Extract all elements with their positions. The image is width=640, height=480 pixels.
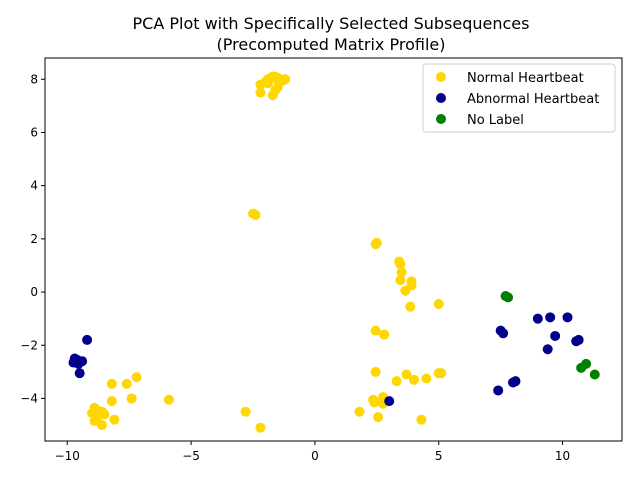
data-point-series-0 bbox=[408, 374, 419, 385]
data-point-series-0 bbox=[89, 416, 100, 427]
chart-title-line-1: PCA Plot with Specifically Selected Subs… bbox=[133, 14, 530, 33]
data-point-series-0 bbox=[396, 267, 407, 278]
y-tick-label: −2 bbox=[20, 338, 38, 352]
data-point-series-0 bbox=[250, 209, 261, 220]
y-tick-label: 4 bbox=[30, 179, 38, 193]
data-point-series-0 bbox=[395, 275, 406, 286]
scatter-points bbox=[68, 71, 600, 433]
x-tick-label: 10 bbox=[555, 449, 570, 463]
y-tick-label: 2 bbox=[30, 232, 38, 246]
data-point-series-0 bbox=[106, 378, 117, 389]
data-point-series-0 bbox=[126, 393, 137, 404]
data-point-series-0 bbox=[391, 376, 402, 387]
x-tick-label: 5 bbox=[435, 449, 443, 463]
plot-area-frame bbox=[44, 57, 623, 442]
data-point-series-0 bbox=[369, 397, 380, 408]
data-point-series-0 bbox=[109, 414, 120, 425]
data-point-series-0 bbox=[395, 259, 406, 270]
data-point-series-1 bbox=[493, 385, 504, 396]
data-point-series-0 bbox=[421, 373, 432, 384]
data-point-series-1 bbox=[545, 312, 556, 323]
data-point-series-0 bbox=[131, 372, 142, 383]
data-point-series-2 bbox=[503, 292, 514, 303]
data-point-series-0 bbox=[99, 409, 110, 420]
data-point-series-0 bbox=[267, 90, 278, 101]
legend: Normal Heartbeat Abnormal Heartbeat No Lab… bbox=[422, 63, 616, 133]
legend-marker-2 bbox=[436, 114, 446, 124]
y-tick-label: −4 bbox=[20, 391, 38, 405]
data-point-series-0 bbox=[433, 299, 444, 310]
data-point-series-0 bbox=[240, 406, 251, 417]
data-point-series-0 bbox=[400, 285, 411, 296]
legend-label-2: No Label bbox=[467, 113, 524, 128]
legend-label-0: Normal Heartbeat bbox=[467, 71, 584, 86]
data-point-series-0 bbox=[106, 396, 117, 407]
data-point-series-0 bbox=[121, 378, 132, 389]
legend-box bbox=[422, 63, 616, 133]
axis-ticks: −10 −5 0 5 10 −4 −2 0 2 4 6 8 bbox=[20, 72, 570, 463]
data-point-series-0 bbox=[401, 369, 412, 380]
y-tick-label: 0 bbox=[30, 285, 38, 299]
data-point-series-0 bbox=[354, 406, 365, 417]
data-point-series-0 bbox=[416, 414, 427, 425]
data-point-series-0 bbox=[436, 368, 447, 379]
data-point-series-0 bbox=[255, 422, 266, 433]
data-point-series-1 bbox=[384, 396, 395, 407]
data-point-series-1 bbox=[508, 377, 519, 388]
x-tick-label: 0 bbox=[311, 449, 319, 463]
data-point-series-0 bbox=[373, 412, 384, 423]
data-point-series-0 bbox=[405, 301, 416, 312]
data-point-series-1 bbox=[532, 313, 543, 324]
data-point-series-1 bbox=[74, 368, 85, 379]
data-point-series-1 bbox=[498, 328, 509, 339]
legend-label-1: Abnormal Heartbeat bbox=[467, 92, 599, 107]
y-tick-label: 8 bbox=[30, 72, 38, 86]
y-tick-label: 6 bbox=[30, 125, 38, 139]
data-point-series-1 bbox=[73, 358, 84, 369]
data-point-series-0 bbox=[379, 329, 390, 340]
data-point-series-0 bbox=[370, 239, 381, 250]
data-point-series-2 bbox=[576, 362, 587, 373]
data-point-series-1 bbox=[562, 312, 573, 323]
chart-title-line-2: (Precomputed Matrix Profile) bbox=[217, 35, 446, 54]
data-point-series-0 bbox=[370, 325, 381, 336]
data-point-series-2 bbox=[589, 369, 600, 380]
data-point-series-0 bbox=[370, 366, 381, 377]
data-point-series-0 bbox=[163, 394, 174, 405]
data-point-series-0 bbox=[274, 76, 285, 87]
data-point-series-0 bbox=[255, 87, 266, 98]
legend-marker-1 bbox=[436, 93, 446, 103]
legend-marker-0 bbox=[436, 72, 446, 82]
data-point-series-1 bbox=[571, 336, 582, 347]
data-point-series-0 bbox=[96, 420, 107, 431]
x-tick-label: −5 bbox=[182, 449, 200, 463]
x-tick-label: −10 bbox=[55, 449, 80, 463]
data-point-series-1 bbox=[82, 334, 93, 345]
data-point-series-1 bbox=[542, 344, 553, 355]
data-point-series-1 bbox=[550, 330, 561, 341]
data-point-series-0 bbox=[262, 78, 273, 89]
